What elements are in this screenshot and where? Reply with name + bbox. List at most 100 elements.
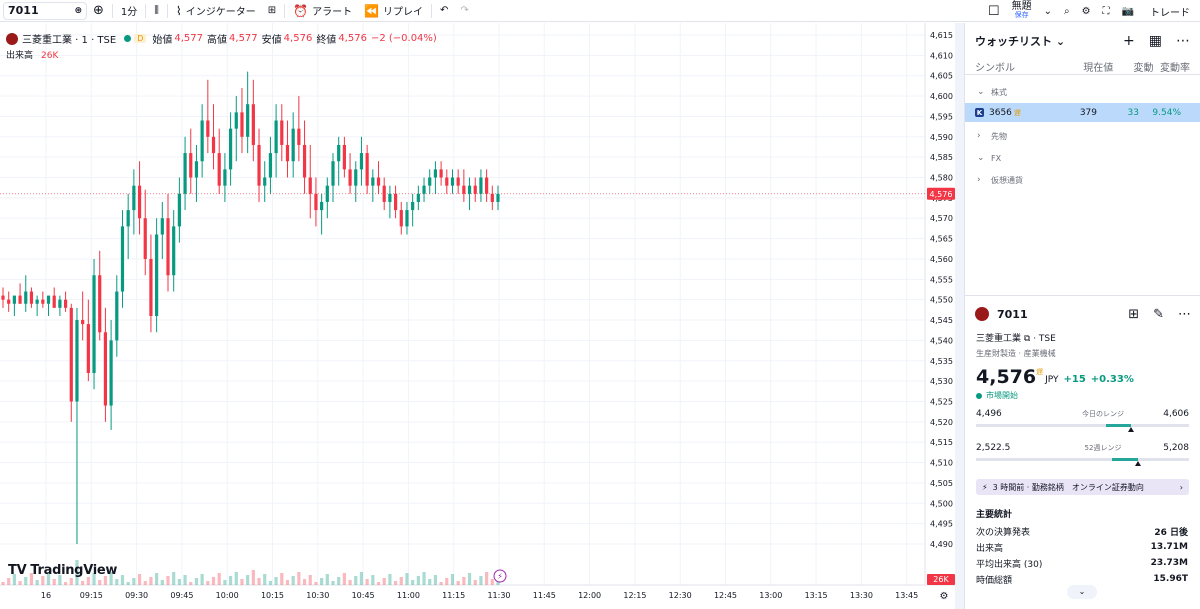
volume-bar: [314, 582, 318, 585]
more-icon[interactable]: ⋯: [1178, 306, 1191, 322]
compare-button[interactable]: ⊕: [87, 0, 110, 22]
volume-bar: [7, 578, 11, 585]
time-tick-label: 10:30: [306, 591, 329, 600]
external-link-icon[interactable]: ⧉: [1023, 334, 1031, 344]
settings-button[interactable]: ⚙: [1076, 0, 1097, 22]
add-symbol-icon[interactable]: +: [1123, 33, 1135, 49]
time-tick-label: 09:15: [80, 591, 103, 600]
layout-name[interactable]: 無題 保存: [1012, 2, 1032, 20]
watchlist-group-futures[interactable]: › 先物: [965, 125, 1200, 147]
candle-body: [46, 295, 51, 304]
details-company-name[interactable]: 三菱重工業: [976, 334, 1022, 344]
watchlist-title-button[interactable]: ウォッチリスト ⌄: [975, 33, 1065, 49]
candle-body: [69, 307, 73, 402]
layout-menu-button[interactable]: ⌄: [1038, 0, 1058, 22]
layout-title: 無題: [1011, 1, 1032, 12]
volume-bar: [422, 572, 426, 585]
price-tick-label: 4,565: [930, 235, 953, 244]
candle-body: [143, 218, 147, 259]
time-tick-label: 13:00: [759, 591, 782, 600]
details-change-pct: +0.33%: [1090, 374, 1134, 385]
candle-body: [416, 193, 420, 202]
price-tick-label: 4,555: [930, 275, 953, 284]
watchlist-group-crypto[interactable]: › 仮想通貨: [965, 169, 1200, 191]
candle-body: [445, 177, 449, 186]
separator: [284, 3, 286, 18]
layout-saved-status: 保存: [1014, 11, 1029, 19]
watchlist-group-stocks[interactable]: ⌄ 株式: [965, 81, 1200, 103]
grid-icon: ⊞: [267, 5, 277, 16]
legend-change: −2 (−0.04%): [370, 33, 437, 44]
symbol-search[interactable]: 7011 ⊛: [3, 1, 87, 20]
price-chart[interactable]: 4,615 4,610 4,605 4,600 4,595 4,590 4,585 4,580…: [0, 23, 955, 609]
chevron-right-icon: ›: [1179, 482, 1183, 492]
col-price[interactable]: 現在値: [1083, 63, 1114, 74]
watchlist-row[interactable]: K 3656 遅 379 33 9.54%: [965, 103, 1200, 122]
fullscreen-toggle[interactable]: ☐: [982, 0, 1006, 22]
col-change-pct[interactable]: 変動率: [1160, 63, 1190, 74]
volume-bar: [69, 578, 73, 585]
volume-bar: [371, 575, 375, 585]
candle-body: [160, 218, 164, 235]
edit-icon[interactable]: ✎: [1153, 306, 1164, 322]
more-icon[interactable]: ⋯: [1176, 33, 1190, 49]
volume-bar: [399, 577, 403, 585]
candle-body: [234, 112, 238, 129]
templates-button[interactable]: ⊞: [262, 0, 282, 22]
fullscreen-button[interactable]: ⛶: [1097, 0, 1116, 22]
news-time: 3 時間前 · 勤務銘柄: [992, 482, 1064, 492]
quick-search-button[interactable]: ⌕: [1058, 0, 1076, 22]
group-label: FX: [991, 153, 1002, 163]
trade-button[interactable]: トレード: [1140, 0, 1200, 22]
chart-type-button[interactable]: ⫼: [148, 0, 165, 22]
volume-tag-label: 26K: [933, 575, 949, 584]
market-status-text: 市場開始: [986, 391, 1018, 400]
candle-body: [52, 295, 56, 308]
undo-button[interactable]: ↶: [434, 0, 454, 22]
symbol-search-value: 7011: [8, 4, 39, 17]
chevron-down-icon: ⌄: [977, 87, 985, 97]
grid-icon[interactable]: ⊞: [1128, 306, 1140, 322]
undo-icon: ↶: [440, 5, 449, 16]
replay-button[interactable]: ⏪ リプレイ: [358, 0, 429, 22]
volume-bar: [92, 573, 96, 585]
candle-body: [29, 291, 34, 304]
candle-body: [251, 104, 255, 145]
volume-bar: [263, 574, 267, 585]
col-change[interactable]: 変動: [1133, 63, 1154, 74]
market-open-dot-icon: [124, 35, 132, 42]
news-banner[interactable]: ⚡ 3 時間前 · 勤務銘柄 オンライン証券動向 ›: [976, 479, 1189, 495]
chart-area[interactable]: 4,615 4,610 4,605 4,600 4,595 4,590 4,585 4,580…: [0, 23, 955, 609]
alert-button[interactable]: ⏰ アラート: [287, 0, 358, 22]
volume-bar: [456, 581, 460, 585]
indicators-button[interactable]: ⌇ インジケーター: [170, 0, 262, 22]
details-price-line: 4,576 遅 JPY +15 +0.33%: [965, 367, 1200, 387]
watchlist-actions: + ▦ ⋯: [1123, 33, 1190, 49]
day-range: 4,496 4,606 今日のレンジ: [965, 409, 1200, 435]
details-symbol-text: 7011: [997, 307, 1028, 321]
news-source: オンライン証券動向: [1071, 482, 1144, 492]
candle-body: [75, 320, 79, 402]
expand-details-button[interactable]: ⌄: [1067, 585, 1097, 599]
col-symbol[interactable]: シンボル: [975, 63, 1015, 74]
details-symbol[interactable]: 7011: [975, 307, 1028, 321]
tradingview-wordmark: TradingView: [30, 563, 118, 578]
interval-button[interactable]: 1分: [115, 0, 143, 22]
volume-bar: [155, 573, 159, 585]
volume-bar: [137, 574, 142, 585]
volume-legend: 出来高 26K: [6, 48, 58, 61]
volume-bar: [223, 580, 227, 585]
volume-bar: [143, 581, 147, 585]
watchlist-group-fx[interactable]: ⌄ FX: [965, 147, 1200, 169]
details-price: 4,576: [976, 366, 1037, 388]
volume-bar: [320, 578, 324, 585]
day-range-fill: [1105, 424, 1132, 427]
snapshot-button[interactable]: 📷: [1116, 0, 1140, 22]
redo-button[interactable]: ↷: [454, 0, 474, 22]
candle-body: [257, 144, 261, 186]
tradingview-logo[interactable]: TV TradingView: [8, 563, 117, 578]
details-delay-tag: 遅: [1036, 368, 1044, 376]
table-icon[interactable]: ▦: [1148, 33, 1162, 49]
price-tick-label: 4,560: [930, 255, 953, 264]
volume-bar: [75, 560, 79, 585]
